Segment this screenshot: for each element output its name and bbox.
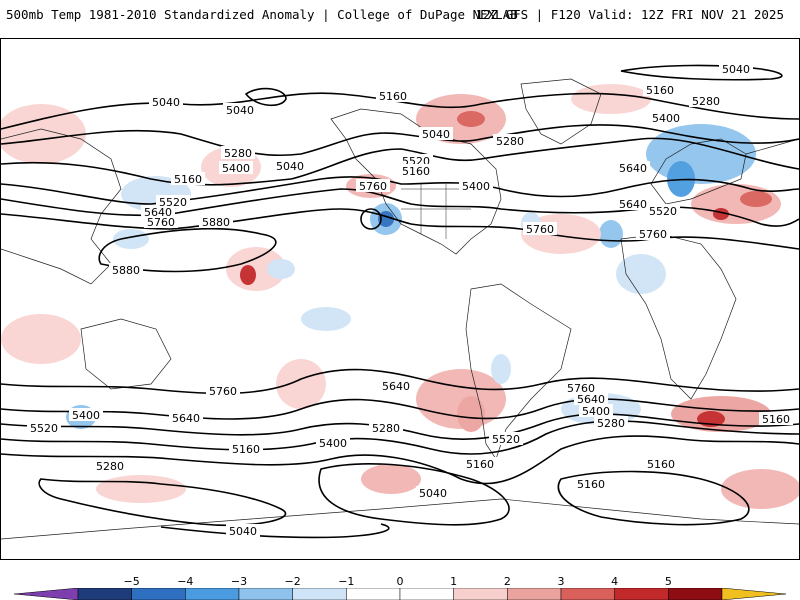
header: 500mb Temp 1981-2010 Standardized Anomal… [0,0,800,30]
contour-label: 5520 [159,196,187,209]
contour-label: 5400 [222,162,250,175]
contour-label: 5760 [147,216,175,229]
colorbar-tick-label: 5 [664,575,672,588]
contour-label: 5040 [229,525,257,538]
map-title: 500mb Temp 1981-2010 Standardized Anomal… [6,7,518,22]
contour-label: 5280 [597,417,625,430]
contour-labels: 5040 5040 5040 5160 5160 5280 5400 5520 … [27,62,793,538]
contour-label: 5160 [232,443,260,456]
contour-label: 5640 [577,393,605,406]
anomaly-map: 5040 5040 5040 5160 5160 5280 5400 5520 … [1,62,799,540]
contour-label: 5280 [96,460,124,473]
contour-label: 5760 [639,228,667,241]
contour-label: 5400 [582,405,610,418]
contour-label: 5520 [492,433,520,446]
contour-label: 5280 [496,135,524,148]
colorbar-tick-label: −1 [338,575,355,588]
contour-label: 5040 [226,104,254,117]
colorbar-segment [131,588,186,600]
contour-label: 5160 [379,90,407,103]
contour-label: 5640 [619,162,647,175]
colorbar-tick-label: −4 [177,575,194,588]
anomaly-shading [1,84,799,509]
colorbar-segment [77,588,132,600]
contour-label: 5520 [30,422,58,435]
contour-label: 5280 [692,95,720,108]
colorbar-tick-label: −3 [230,575,248,588]
contour-label: 5040 [152,96,180,109]
contour-label: 5160 [466,458,494,471]
contour-label: 5640 [172,412,200,425]
contour-label: 5400 [72,409,100,422]
colorbar-segment [453,588,508,600]
colorbar-segment [507,588,562,600]
map-panel: 5040 5040 5040 5160 5160 5280 5400 5520 … [0,38,800,560]
colorbar-segment [668,588,723,600]
contour-label: 5400 [652,112,680,125]
colorbar-segment [560,588,615,600]
contour-label: 5760 [567,382,595,395]
colorbar-tick-label: −5 [123,575,140,588]
contour-label: 5280 [224,147,252,160]
contour-label: 5040 [722,63,750,76]
contour-label: 5760 [526,223,554,236]
colorbar-tick-label: 4 [611,575,619,588]
contour-label: 5160 [762,413,790,426]
colorbar-segment [292,588,347,600]
contour-label: 5760 [209,385,237,398]
colorbar-segment [721,588,786,600]
contour-label: 5040 [422,128,450,141]
model-run-info: 12Z GFS | F120 Valid: 12Z FRI NOV 21 202… [475,7,784,22]
colorbar-segment [238,588,293,600]
contour-label: 5160 [174,173,202,186]
colorbar-tick-label: 1 [450,575,458,588]
contour-label: 5160 [577,478,605,491]
colorbar-tick-label: −2 [284,575,301,588]
contour-label: 5040 [419,487,447,500]
contour-label: 5640 [619,198,647,211]
colorbar-segment [614,588,669,600]
colorbar-tick-label: 0 [396,575,404,588]
contour-label: 5520 [649,205,677,218]
contour-label: 5160 [646,84,674,97]
anomaly-colorbar [14,588,786,600]
colorbar-segment [399,588,454,600]
colorbar-tick-label: 2 [503,575,511,588]
colorbar-segment [185,588,240,600]
contour-label: 5640 [144,206,172,219]
colorbar-tick-label: 3 [557,575,565,588]
contour-label: 5280 [372,422,400,435]
contour-label: 5400 [319,437,347,450]
contour-label: 5880 [112,264,140,277]
contour-label: 5760 [359,180,387,193]
contour-label: 5160 [402,165,430,178]
contour-label: 5640 [382,380,410,393]
colorbar-segment [14,588,79,600]
contour-label: 5040 [276,160,304,173]
contour-label: 5400 [462,180,490,193]
contour-label: 5880 [202,216,230,229]
contour-label: 5160 [647,458,675,471]
colorbar-segment [346,588,401,600]
